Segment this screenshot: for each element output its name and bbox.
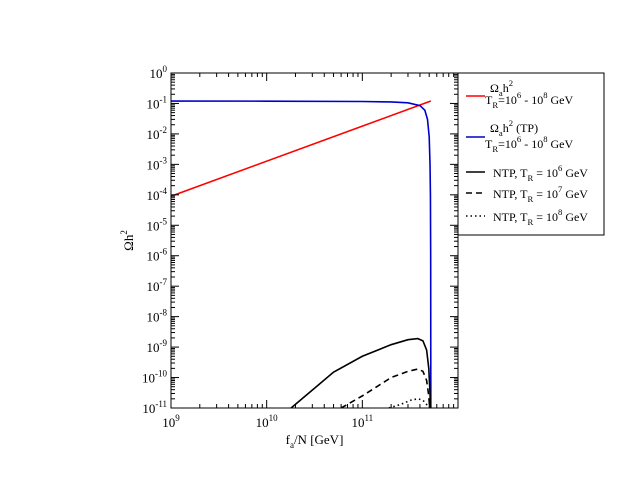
legend-box [457,72,605,236]
y-tick-label: 10-8 [147,308,168,325]
legend-label-thermal-tp: Ωah2 (TP) [490,118,538,138]
series-line-ntp-1e8 [388,398,430,408]
y-tick-label: 10-11 [142,399,167,416]
x-tick-label: 109 [162,413,180,430]
legend-label-ntp-1e7: NTP, TR = 107 GeV [493,184,588,204]
y-tick-label: 100 [150,64,168,81]
legend-sublabel-thermal-tp: TR=106 - 108 GeV [485,134,574,154]
legend-label-misalignment: Ωah2 [490,78,513,98]
y-tick-label: 10-10 [142,369,167,386]
series-layer [171,100,432,408]
legend-sublabel-misalignment: TR=106 - 108 GeV [485,90,574,110]
x-axis-label: fa/N [GeV] [286,432,344,450]
y-tick-label: 10-3 [147,155,168,172]
labels-layer: 109 1010 1011 100 10-1 10-2 10-3 10-4 10-5 10-6 10… [119,64,373,450]
series-line-ntp-1e6 [290,337,432,408]
x-tick-label: 1011 [351,413,373,430]
ticks-layer [170,72,458,409]
y-tick-label: 10-2 [147,125,168,142]
legend-label-ntp-1e8: NTP, TR = 108 GeV [493,207,588,227]
series-line-thermal-tp [171,100,432,408]
series-line-misalignment [171,100,432,197]
y-axis-label: Ωh2 [119,230,136,251]
y-tick-label: 10-9 [147,338,168,355]
y-tick-label: 10-4 [147,186,168,203]
y-tick-label: 10-7 [147,277,168,294]
legend-label-ntp-1e6: NTP, TR = 106 GeV [493,163,588,183]
y-tick-label: 10-1 [147,94,168,111]
series-line-ntp-1e7 [340,368,431,408]
y-tick-label: 10-5 [147,216,168,233]
plot-frame [170,72,459,409]
x-tick-label: 1010 [256,413,279,430]
y-tick-label: 10-6 [147,247,168,264]
